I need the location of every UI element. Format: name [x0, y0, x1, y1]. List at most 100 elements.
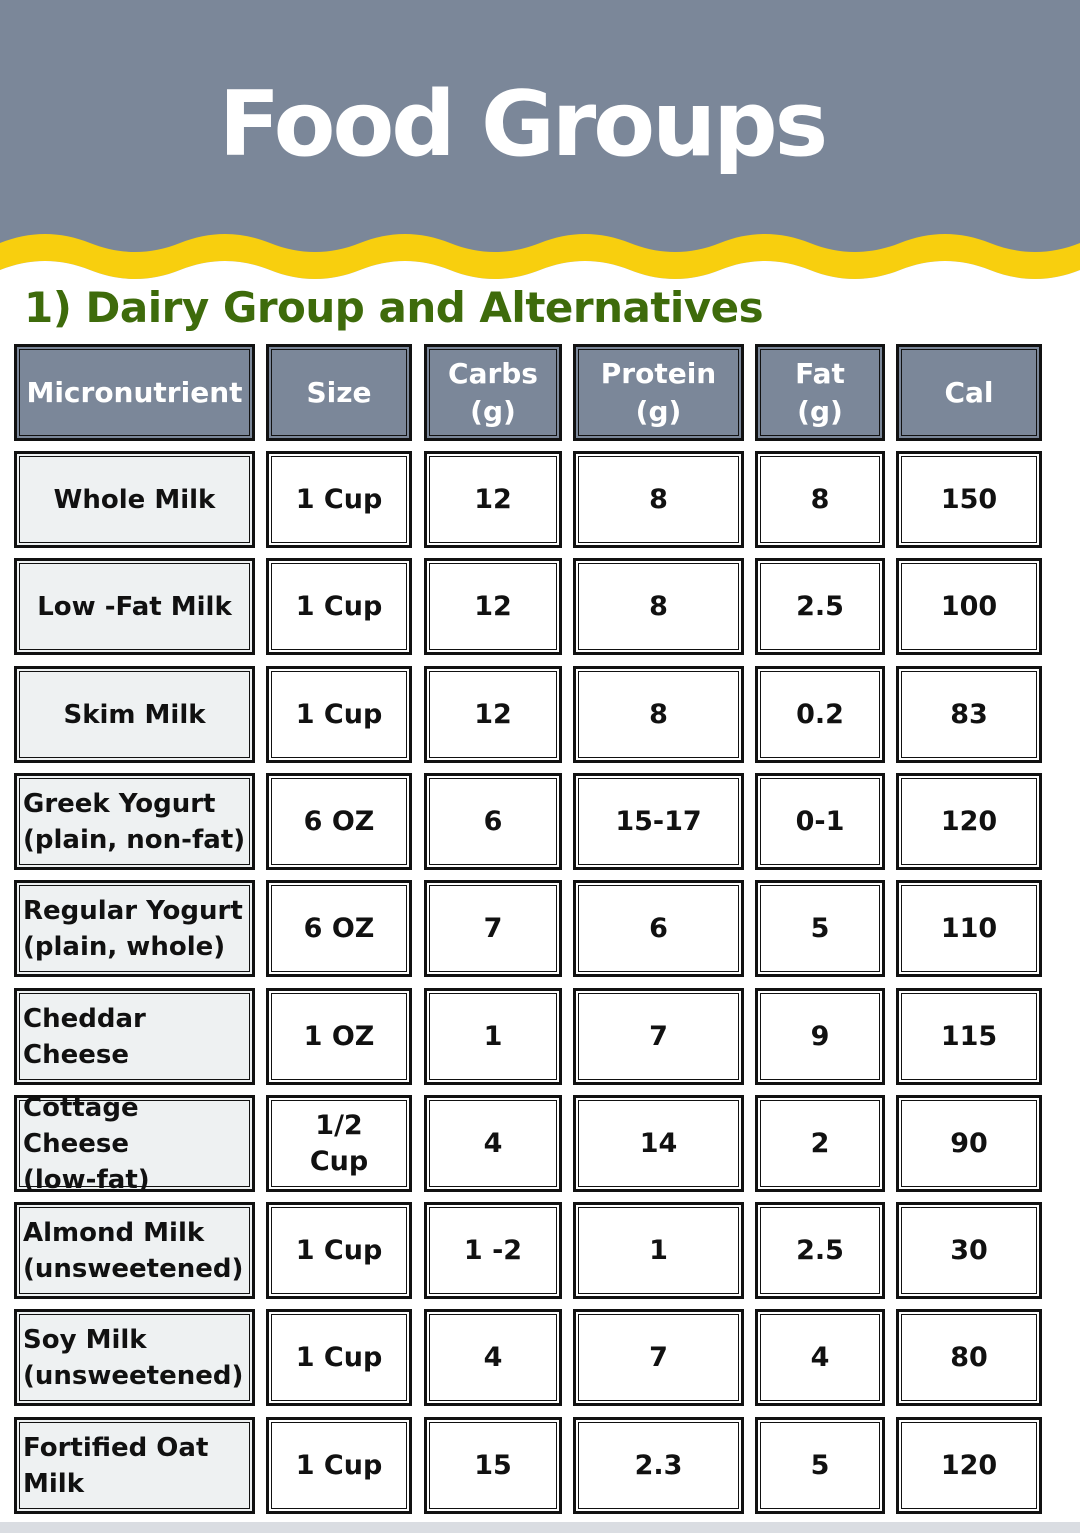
table-cell-micronutrient: Cottage Cheese (low-fat)	[14, 1093, 255, 1195]
table-cell-micronutrient: Almond Milk (unsweetened)	[14, 1202, 255, 1299]
table-cell-fat-text: 4	[810, 1341, 830, 1373]
table-cell-protein-text: 8	[649, 590, 668, 622]
table-cell-protein: 14	[573, 1095, 744, 1192]
table-cell-size: 1 Cup	[266, 1309, 412, 1406]
table-cell-micronutrient: Skim Milk	[14, 666, 255, 763]
table-cell-cal-text: 83	[950, 698, 988, 730]
table-cell-fat: 0.2	[755, 666, 885, 763]
table-cell-size: 1 Cup	[266, 451, 412, 548]
footer-bar	[0, 1522, 1080, 1533]
table-cell-carbs: 6	[424, 773, 562, 870]
table-cell-cal: 83	[896, 666, 1042, 763]
table-cell-fat-text: 8	[810, 483, 830, 515]
table-cell-protein-text: 7	[649, 1341, 668, 1373]
table-cell-carbs-text: 1	[483, 1020, 503, 1052]
table-cell-fat-text: 2	[810, 1127, 830, 1159]
column-header-size-text: Size	[306, 375, 372, 409]
table-cell-cal: 120	[896, 773, 1042, 870]
table-cell-fat: 5	[755, 880, 885, 977]
table-cell-micronutrient: Fortified Oat Milk	[14, 1417, 255, 1514]
table-cell-size-text: 6 OZ	[303, 912, 375, 944]
table-cell-carbs-text: 1 -2	[463, 1234, 523, 1266]
table-cell-carbs-text: 6	[483, 805, 503, 837]
table-cell-carbs: 12	[424, 558, 562, 655]
table-cell-carbs: 7	[424, 880, 562, 977]
table-cell-size-text: 1 Cup	[295, 1341, 383, 1373]
table-cell-micronutrient-text: Skim Milk	[63, 699, 206, 730]
table-cell-protein: 1	[573, 1202, 744, 1299]
table-cell-carbs-text: 15	[474, 1449, 512, 1481]
table-cell-carbs: 12	[424, 451, 562, 548]
table-cell-fat: 0-1	[755, 773, 885, 870]
table-cell-micronutrient: Greek Yogurt (plain, non-fat)	[14, 773, 255, 870]
table-cell-fat: 5	[755, 1417, 885, 1514]
table-cell-cal: 30	[896, 1202, 1042, 1299]
table-cell-micronutrient-text: Cheddar Cheese	[23, 1003, 146, 1070]
table-cell-size-text: 1 Cup	[295, 1449, 383, 1481]
column-header-cal: Cal	[896, 344, 1042, 441]
table-cell-cal-text: 120	[940, 1449, 998, 1481]
table-cell-fat: 2.5	[755, 1202, 885, 1299]
table-cell-fat-text: 9	[810, 1020, 830, 1052]
table-cell-cal-text: 100	[940, 590, 998, 622]
table-cell-micronutrient-text: Greek Yogurt (plain, non-fat)	[23, 788, 246, 855]
section-title: 1) Dairy Group and Alternatives	[24, 283, 764, 332]
table-cell-size-text: 1 Cup	[295, 483, 383, 515]
wave-divider	[0, 234, 1080, 305]
table-cell-protein-text: 1	[649, 1234, 668, 1266]
column-header-fat: Fat (g)	[755, 344, 885, 441]
table-cell-micronutrient: Whole Milk	[14, 451, 255, 548]
table-cell-fat-text: 2.5	[796, 590, 844, 622]
page-title: Food Groups	[218, 72, 828, 177]
table-cell-protein-text: 6	[649, 912, 668, 944]
table-cell-fat: 2.5	[755, 558, 885, 655]
table-cell-carbs-text: 12	[474, 698, 512, 730]
table-cell-cal: 110	[896, 880, 1042, 977]
table-cell-micronutrient-text: Low -Fat Milk	[37, 591, 232, 622]
table-cell-carbs-text: 12	[474, 590, 512, 622]
table-cell-fat: 8	[755, 451, 885, 548]
table-cell-protein-text: 8	[649, 698, 668, 730]
table-cell-cal-text: 150	[940, 483, 998, 515]
table-cell-cal-text: 30	[950, 1234, 988, 1266]
table-cell-micronutrient-text: Regular Yogurt (plain, whole)	[23, 895, 243, 962]
table-cell-cal-text: 120	[940, 805, 998, 837]
table-cell-cal: 120	[896, 1417, 1042, 1514]
table-cell-size: 1 Cup	[266, 1417, 412, 1514]
table-cell-micronutrient-text: Whole Milk	[53, 484, 216, 515]
table-cell-cal-text: 90	[950, 1127, 988, 1159]
table-cell-fat-text: 2.5	[796, 1234, 844, 1266]
table-cell-cal: 90	[896, 1095, 1042, 1192]
table-cell-fat-text: 0-1	[795, 805, 845, 837]
table-cell-cal-text: 115	[940, 1020, 998, 1052]
table-cell-size-text: 1 OZ	[303, 1020, 375, 1052]
table-cell-micronutrient-text: Soy Milk (unsweetened)	[23, 1324, 244, 1391]
table-cell-protein-text: 15-17	[615, 805, 702, 837]
table-cell-size: 6 OZ	[266, 773, 412, 870]
column-header-cal-text: Cal	[944, 375, 994, 409]
table-cell-protein: 2.3	[573, 1417, 744, 1514]
table-cell-protein: 15-17	[573, 773, 744, 870]
table-cell-fat: 4	[755, 1309, 885, 1406]
table-cell-protein-text: 8	[649, 483, 668, 515]
table-cell-fat: 2	[755, 1095, 885, 1192]
table-cell-cal: 115	[896, 988, 1042, 1085]
table-cell-size-text: 1 Cup	[295, 1234, 383, 1266]
table-cell-protein: 8	[573, 558, 744, 655]
table-cell-micronutrient-text: Cottage Cheese (low-fat)	[23, 1092, 150, 1195]
table-cell-size: 1 OZ	[266, 988, 412, 1085]
table-cell-micronutrient: Low -Fat Milk	[14, 558, 255, 655]
table-cell-carbs-text: 4	[483, 1127, 503, 1159]
table-cell-size: 6 OZ	[266, 880, 412, 977]
table-cell-carbs-text: 7	[483, 912, 503, 944]
table-cell-size-text: 1/2 Cup	[309, 1109, 369, 1177]
table-cell-protein: 7	[573, 988, 744, 1085]
table-cell-micronutrient: Soy Milk (unsweetened)	[14, 1309, 255, 1406]
table-cell-size: 1/2 Cup	[266, 1095, 412, 1192]
table-cell-protein-text: 14	[639, 1127, 678, 1159]
table-cell-fat: 9	[755, 988, 885, 1085]
column-header-protein: Protein (g)	[573, 344, 744, 441]
table-cell-carbs: 15	[424, 1417, 562, 1514]
table-cell-micronutrient: Regular Yogurt (plain, whole)	[14, 880, 255, 977]
